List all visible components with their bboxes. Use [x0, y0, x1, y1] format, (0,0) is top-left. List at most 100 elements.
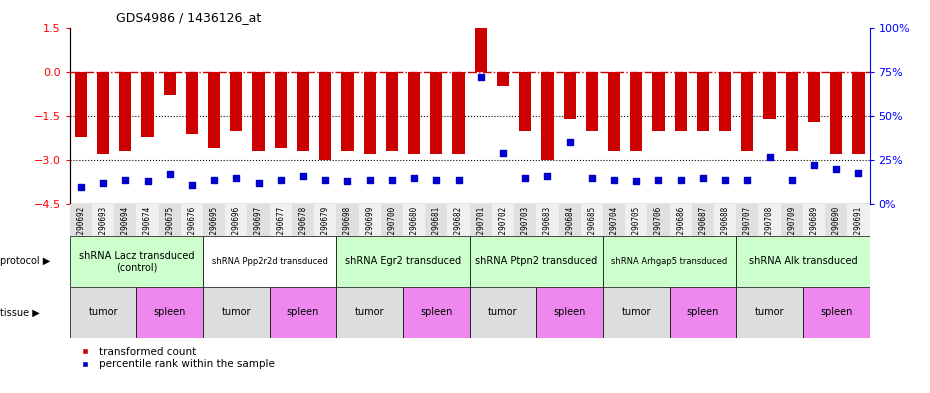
Bar — [759, 204, 780, 236]
Bar — [470, 287, 537, 338]
Text: shRNA Alk transduced: shRNA Alk transduced — [749, 256, 857, 266]
Bar — [203, 236, 337, 287]
Point — [251, 180, 266, 186]
Point — [606, 176, 621, 183]
Text: GSM1290681: GSM1290681 — [432, 205, 441, 252]
Bar — [341, 72, 353, 151]
Bar — [497, 72, 509, 86]
Legend: transformed count, percentile rank within the sample: transformed count, percentile rank withi… — [75, 347, 274, 369]
Bar — [70, 287, 137, 338]
Text: GSM1290690: GSM1290690 — [831, 205, 841, 252]
Text: spleen: spleen — [153, 307, 186, 318]
Text: GSM1290700: GSM1290700 — [388, 205, 396, 252]
Bar — [225, 204, 247, 236]
Text: GSM1290707: GSM1290707 — [743, 205, 751, 252]
Text: GSM1290674: GSM1290674 — [143, 205, 152, 252]
Point — [696, 174, 711, 181]
Text: GDS4986 / 1436126_at: GDS4986 / 1436126_at — [116, 11, 261, 24]
Bar — [119, 72, 131, 151]
Text: GSM1290688: GSM1290688 — [721, 205, 730, 252]
Bar — [470, 236, 603, 287]
Point — [229, 174, 244, 181]
Text: spleen: spleen — [553, 307, 586, 318]
Bar — [737, 236, 870, 287]
Bar — [403, 287, 470, 338]
Text: tissue ▶: tissue ▶ — [0, 307, 40, 318]
Bar — [737, 204, 759, 236]
Bar — [274, 72, 287, 148]
Text: tumor: tumor — [221, 307, 251, 318]
Text: spleen: spleen — [820, 307, 853, 318]
Bar — [159, 204, 180, 236]
Point — [406, 174, 421, 181]
Bar — [186, 72, 198, 134]
Text: GSM1290685: GSM1290685 — [588, 205, 596, 252]
Point — [429, 176, 444, 183]
Text: GSM1290703: GSM1290703 — [521, 205, 530, 252]
Bar — [625, 204, 647, 236]
Bar — [114, 204, 137, 236]
Bar — [692, 204, 714, 236]
Point — [740, 176, 755, 183]
Point — [296, 173, 311, 179]
Bar — [408, 72, 420, 154]
Point — [784, 176, 799, 183]
Point — [451, 176, 466, 183]
Point — [584, 174, 599, 181]
Point — [318, 176, 333, 183]
Point — [851, 169, 866, 176]
Bar — [470, 204, 492, 236]
Bar — [364, 72, 376, 154]
Bar — [647, 204, 670, 236]
Bar — [608, 72, 620, 151]
Bar — [852, 72, 865, 154]
Point — [140, 178, 155, 184]
Bar — [670, 287, 737, 338]
Bar — [380, 204, 403, 236]
Bar — [292, 204, 314, 236]
Point — [806, 162, 821, 169]
Text: GSM1290689: GSM1290689 — [809, 205, 818, 252]
Bar — [74, 72, 87, 136]
Text: GSM1290708: GSM1290708 — [765, 205, 774, 252]
Text: spleen: spleen — [286, 307, 319, 318]
Point — [496, 150, 511, 156]
Text: shRNA Ppp2r2d transduced: shRNA Ppp2r2d transduced — [212, 257, 327, 266]
Bar — [847, 204, 870, 236]
Text: GSM1290686: GSM1290686 — [676, 205, 685, 252]
Point — [96, 180, 111, 186]
Point — [363, 176, 378, 183]
Bar — [492, 204, 514, 236]
Bar — [247, 204, 270, 236]
Text: GSM1290675: GSM1290675 — [166, 205, 174, 252]
Bar — [141, 72, 153, 136]
Point — [540, 173, 555, 179]
Point — [73, 184, 88, 190]
Bar — [270, 287, 337, 338]
Bar — [719, 72, 731, 130]
Text: GSM1290691: GSM1290691 — [854, 205, 863, 252]
Text: shRNA Lacz transduced
(control): shRNA Lacz transduced (control) — [79, 251, 194, 272]
Point — [118, 176, 133, 183]
Bar — [697, 72, 709, 130]
Bar — [70, 204, 92, 236]
Bar — [786, 72, 798, 151]
Point — [206, 176, 221, 183]
Bar — [603, 236, 737, 287]
Bar — [386, 72, 398, 151]
Bar — [586, 72, 598, 130]
Text: GSM1290702: GSM1290702 — [498, 205, 508, 252]
Bar — [764, 72, 776, 119]
Text: GSM1290695: GSM1290695 — [209, 205, 219, 252]
Point — [629, 178, 644, 184]
Text: GSM1290701: GSM1290701 — [476, 205, 485, 252]
Bar — [92, 204, 114, 236]
Text: GSM1290697: GSM1290697 — [254, 205, 263, 252]
Bar — [537, 204, 559, 236]
Text: GSM1290706: GSM1290706 — [654, 205, 663, 252]
Point — [651, 176, 666, 183]
Bar — [359, 204, 380, 236]
Text: shRNA Ptpn2 transduced: shRNA Ptpn2 transduced — [475, 256, 597, 266]
Bar — [403, 204, 425, 236]
Bar — [631, 72, 643, 151]
